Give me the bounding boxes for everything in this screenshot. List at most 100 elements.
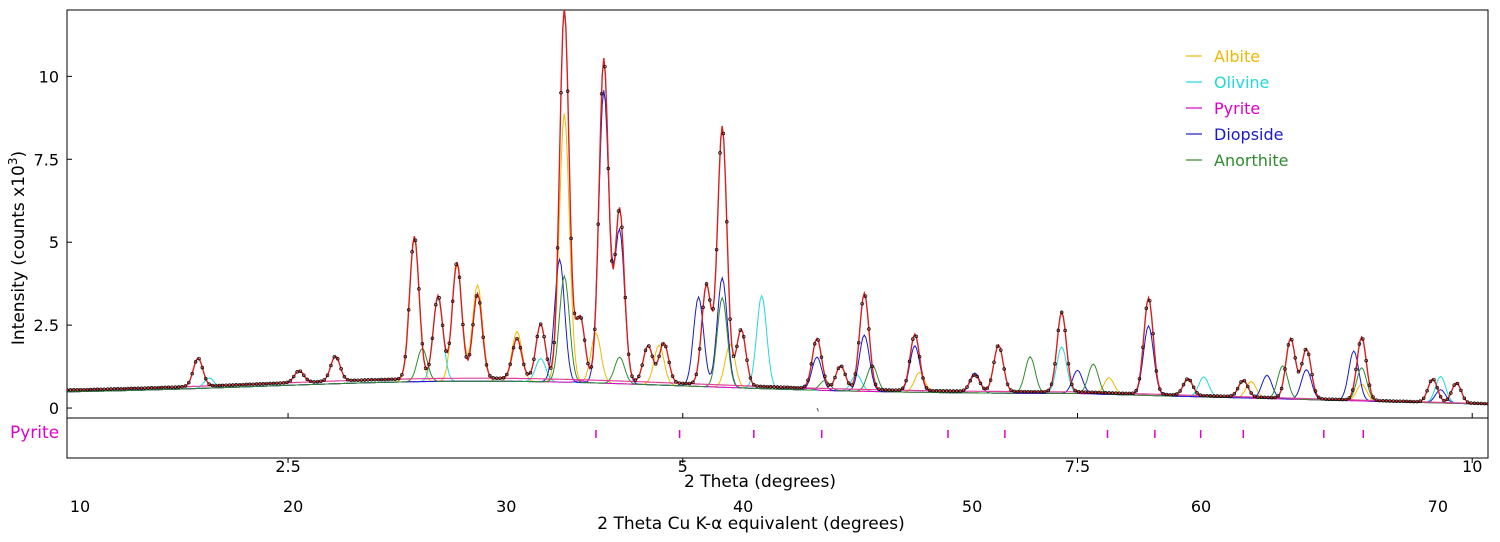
observed-point (884, 388, 888, 392)
x-tick-label: 5 (678, 457, 688, 476)
observed-point (1296, 370, 1301, 374)
observed-point (704, 282, 709, 286)
observed-point (870, 364, 874, 369)
observed-point (1337, 397, 1341, 402)
legend: Albite Olivine Pyrite Diopside Anorthite (1186, 47, 1288, 170)
observed-point (752, 382, 756, 387)
observed-point (1459, 388, 1463, 393)
observed-point (251, 382, 255, 386)
observed-point (1415, 399, 1419, 404)
observed-point (748, 376, 753, 380)
legend-label: Anorthite (1214, 151, 1288, 170)
observed-point (1174, 392, 1179, 396)
observed-point (207, 382, 211, 386)
observed-point (1100, 390, 1105, 395)
observed-point (965, 385, 969, 389)
observed-point (1449, 391, 1453, 395)
observed-point (1290, 338, 1294, 342)
observed-point (1401, 399, 1406, 404)
observed-point (1310, 372, 1314, 377)
observed-point (484, 363, 489, 367)
observed-point (853, 372, 858, 376)
observed-point (1161, 392, 1165, 396)
observed-point (1043, 389, 1047, 394)
observed-point (464, 355, 468, 359)
observed-point (505, 372, 509, 377)
observed-point (1455, 381, 1460, 386)
observed-point (285, 380, 289, 385)
observed-point (156, 385, 161, 390)
observed-point (829, 382, 834, 387)
observed-point (366, 378, 370, 382)
observed-point (369, 378, 374, 382)
observed-point (586, 361, 590, 366)
observed-point (1330, 397, 1335, 402)
observed-point (1218, 394, 1223, 398)
observed-point (281, 381, 286, 385)
observed-point (1137, 376, 1142, 381)
observed-point (247, 382, 252, 387)
observed-point (768, 385, 773, 389)
observed-point (843, 372, 847, 377)
observed-point (88, 387, 93, 392)
observed-point (1469, 401, 1473, 405)
observed-point (1083, 390, 1088, 394)
observed-point (961, 388, 966, 392)
observed-point (518, 346, 523, 350)
observed-point (1070, 382, 1074, 386)
x2-tick-label: 30 (496, 497, 516, 516)
observed-point (342, 375, 347, 379)
observed-point (447, 341, 452, 345)
observed-point (904, 378, 908, 383)
observed-point (1019, 389, 1023, 394)
observed-point (850, 383, 854, 387)
observed-point (1361, 337, 1365, 341)
observed-point (1147, 298, 1152, 303)
x-tick-label: 7.5 (1065, 457, 1090, 476)
observed-point (643, 348, 648, 352)
observed-point (951, 389, 956, 393)
observed-point (1472, 401, 1477, 406)
observed-point (99, 387, 103, 391)
observed-point (170, 385, 174, 389)
observed-point (985, 386, 990, 391)
observed-point (674, 380, 678, 384)
observed-point (396, 376, 401, 381)
observed-point (1168, 392, 1172, 397)
observed-point (721, 131, 726, 136)
observed-point (1039, 389, 1044, 394)
observed-point (988, 378, 993, 382)
observed-point (119, 386, 123, 391)
observed-point (1283, 367, 1287, 371)
marker-panel-label: Pyrite (10, 423, 59, 443)
observed-point (623, 295, 628, 300)
observed-point (339, 366, 343, 371)
observed-point (971, 373, 976, 377)
observed-point (1442, 398, 1446, 403)
observed-point (745, 358, 749, 362)
observed-point (68, 388, 73, 392)
observed-point (1452, 383, 1456, 387)
observed-point (78, 387, 83, 392)
observed-point (423, 366, 428, 370)
observed-point (406, 307, 411, 312)
observed-point (335, 357, 340, 361)
observed-point (1377, 398, 1382, 403)
observed-point (1381, 399, 1385, 403)
observed-point (755, 384, 759, 388)
observed-point (1408, 399, 1412, 404)
observed-point (840, 364, 844, 369)
observed-point (1178, 389, 1182, 393)
observed-point (478, 301, 482, 305)
axes-labels: Intensity (counts x103) 2 Theta (degrees… (6, 151, 905, 534)
observed-point (1465, 400, 1470, 404)
observed-point (684, 381, 688, 386)
observed-point (332, 355, 337, 359)
observed-point (312, 379, 316, 384)
observed-point (1151, 331, 1155, 336)
observed-point (809, 362, 814, 366)
observed-point (958, 389, 962, 393)
observed-point (701, 305, 705, 310)
observed-point (1073, 388, 1077, 393)
